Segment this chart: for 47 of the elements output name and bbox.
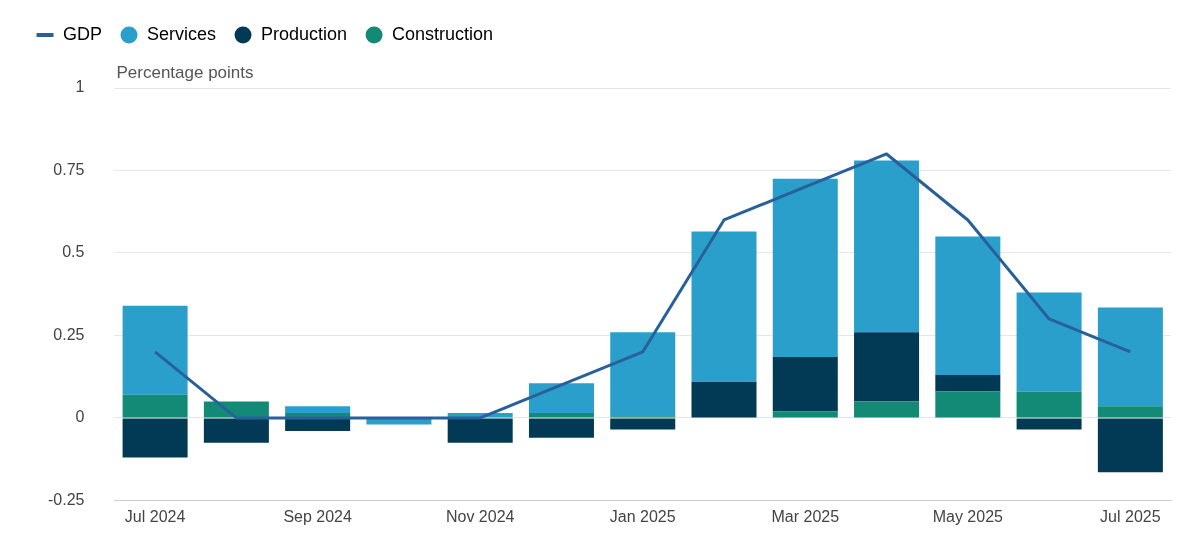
x-tick-label: Jul 2025: [1100, 508, 1161, 526]
bar: [528, 418, 594, 438]
bar: [122, 418, 188, 458]
y-tick-label: 0.25: [53, 325, 85, 343]
bar: [1016, 292, 1082, 392]
bar: [1016, 418, 1082, 430]
bar: [528, 383, 594, 413]
bar: [935, 236, 1001, 376]
x-tick-label: Nov 2024: [445, 508, 515, 526]
y-tick-label: 1: [75, 78, 85, 96]
bar: [1016, 391, 1082, 418]
y-tick-label: 0: [75, 408, 85, 426]
bar: [854, 160, 920, 333]
x-tick-label: Mar 2025: [771, 508, 840, 526]
x-tick-label: Sep 2024: [283, 508, 352, 526]
y-tick-label: 0.75: [53, 160, 85, 178]
legend-label: Production: [261, 23, 348, 44]
bar: [691, 381, 757, 418]
bar: [1097, 307, 1163, 407]
bar: [691, 231, 757, 382]
bar: [772, 411, 838, 418]
legend-label: Services: [147, 23, 217, 44]
x-tick-label: May 2025: [932, 508, 1004, 526]
bar: [610, 418, 676, 430]
bar: [935, 391, 1001, 418]
bar: [854, 401, 920, 418]
bar: [772, 178, 838, 357]
y-tick-label: 0.5: [62, 243, 85, 261]
y-tick-label: -0.25: [48, 490, 85, 508]
bar: [854, 332, 920, 402]
bar: [285, 406, 351, 413]
bar: [122, 305, 188, 395]
bar: [935, 375, 1001, 392]
x-tick-label: Jan 2025: [609, 508, 676, 526]
bar: [1097, 406, 1163, 418]
bar: [772, 356, 838, 412]
bar: [610, 332, 676, 417]
y-axis-title: Percentage points: [116, 63, 254, 83]
legend-label: Construction: [392, 23, 494, 44]
bar: [447, 418, 513, 443]
bar: [528, 412, 594, 418]
bar: [285, 418, 351, 432]
bar: [203, 418, 269, 443]
bar: [122, 394, 188, 418]
legend-label: GDP: [63, 23, 103, 44]
x-tick-label: Jul 2024: [124, 508, 186, 526]
bar: [1097, 418, 1163, 473]
